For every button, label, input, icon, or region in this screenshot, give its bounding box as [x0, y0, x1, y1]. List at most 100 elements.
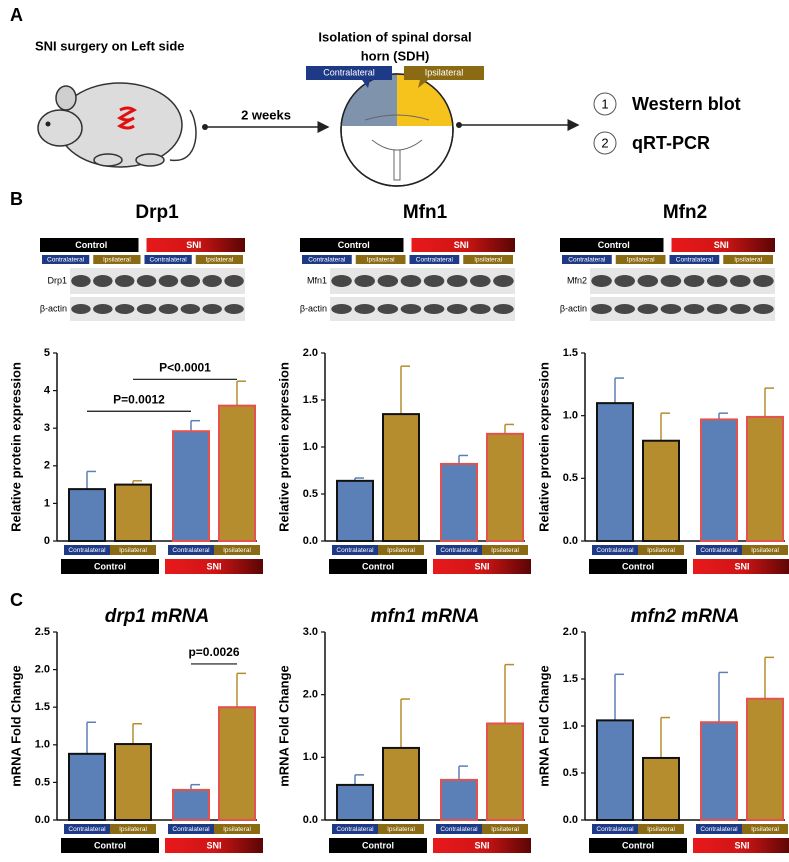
y-tick-label: 2 — [44, 460, 50, 472]
group-label: Control — [598, 240, 630, 250]
blot-band — [180, 304, 201, 314]
side-box — [355, 255, 406, 264]
category-box — [436, 824, 482, 834]
group-box — [693, 838, 789, 853]
mouse-illustration — [37, 82, 197, 168]
y-tick-label: 0.0 — [303, 814, 318, 826]
number-circle — [593, 131, 617, 155]
group-label: SNI — [474, 840, 489, 850]
y-tick-label: 3 — [44, 422, 50, 434]
blot-band — [93, 275, 113, 287]
group-box — [165, 838, 263, 853]
bar — [172, 788, 210, 821]
bar — [382, 746, 420, 822]
x-tick-label: Ipsilateral — [223, 547, 251, 554]
category-box — [592, 545, 638, 555]
blot-band — [423, 304, 445, 314]
side-box — [42, 255, 90, 264]
x-tick-label: Contralateral — [336, 547, 374, 554]
x-tick-label: Ipsilateral — [119, 826, 147, 833]
side-label: Contralateral — [47, 257, 85, 264]
side-box — [562, 255, 612, 264]
group-box — [40, 238, 139, 252]
group-label: SNI — [734, 840, 749, 850]
category-box — [64, 824, 110, 834]
y-tick-label: 1 — [44, 497, 50, 509]
blot-row-label: Drp1 — [47, 275, 67, 285]
group-box — [589, 838, 687, 853]
y-tick-label: 1.5 — [563, 347, 578, 359]
y-tick-label: 0 — [44, 535, 50, 547]
bar — [596, 719, 634, 821]
category-box — [168, 824, 214, 834]
y-tick-label: 1.0 — [563, 410, 578, 422]
group-label: Control — [338, 240, 370, 250]
y-tick-label: 2.0 — [303, 689, 318, 701]
side-box — [302, 255, 352, 264]
side-label: Ipsilateral — [367, 257, 395, 264]
number-circle — [593, 92, 617, 116]
blot-band — [93, 304, 113, 314]
panel-label: A — [10, 5, 23, 25]
bar — [642, 756, 680, 822]
category-box — [110, 824, 156, 834]
y-tick-label: 0.5 — [563, 472, 578, 484]
blot-row-label: β-actin — [300, 303, 327, 313]
x-tick-label: Contralateral — [336, 826, 374, 833]
side-label: Ipsilateral — [103, 257, 131, 264]
bar — [642, 439, 680, 543]
x-tick-label: Contralateral — [172, 547, 210, 554]
group-box — [411, 238, 515, 252]
side-box — [463, 255, 513, 264]
y-tick-label: 0.5 — [303, 488, 318, 500]
blot-row-label: β-actin — [560, 303, 587, 313]
category-box — [592, 824, 638, 834]
blot-band — [423, 275, 445, 287]
blot-band — [706, 304, 728, 314]
blot-row-label: β-actin — [40, 303, 67, 313]
group-box — [693, 559, 789, 574]
step-label: Isolation of spinal dorsal — [318, 29, 471, 44]
x-tick-label: Ipsilateral — [751, 547, 779, 554]
y-tick-label: 0.0 — [563, 535, 578, 547]
step-label: horn (SDH) — [361, 48, 430, 63]
y-tick-label: 5 — [44, 347, 50, 359]
category-box — [332, 545, 378, 555]
side-label: Contralateral — [150, 257, 188, 264]
y-tick-label: 1.5 — [563, 673, 578, 685]
category-box — [110, 545, 156, 555]
blot-band — [354, 304, 375, 314]
blot-band — [158, 275, 179, 287]
y-tick-label: 2.5 — [35, 626, 50, 638]
method-label: qRT-PCR — [632, 133, 710, 153]
blot-band — [591, 275, 612, 287]
blot-band — [446, 304, 468, 314]
x-tick-label: Ipsilateral — [647, 826, 675, 833]
blot-band — [470, 304, 491, 314]
side-tag: Ipsilateral — [425, 67, 464, 77]
chart-title: Drp1 — [135, 202, 179, 223]
x-tick-label: Ipsilateral — [387, 826, 415, 833]
blot-band — [136, 304, 157, 314]
side-box — [615, 255, 666, 264]
side-box — [144, 255, 192, 264]
category-box — [482, 545, 528, 555]
side-box — [723, 255, 773, 264]
group-box — [671, 238, 775, 252]
bar — [114, 743, 152, 821]
side-box — [409, 255, 460, 264]
category-box — [332, 824, 378, 834]
bar — [218, 706, 256, 822]
category-box — [378, 545, 424, 555]
bar — [114, 483, 152, 543]
side-tag: Contralateral — [323, 67, 375, 77]
side-label: Contralateral — [676, 257, 714, 264]
group-box — [300, 238, 404, 252]
blot-band — [400, 304, 422, 314]
bar — [700, 721, 738, 821]
group-box — [165, 559, 263, 574]
y-tick-label: 1.0 — [563, 720, 578, 732]
category-box — [742, 824, 788, 834]
group-label: SNI — [206, 840, 221, 850]
panel-label: C — [10, 590, 23, 610]
